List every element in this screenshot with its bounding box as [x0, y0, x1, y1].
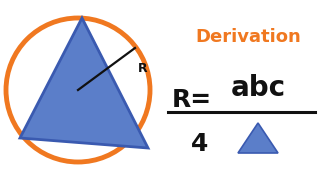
Text: 4: 4 — [191, 132, 209, 156]
Polygon shape — [20, 18, 148, 148]
Text: abc: abc — [230, 74, 285, 102]
Polygon shape — [238, 123, 278, 153]
Text: R=: R= — [172, 88, 212, 112]
Text: Derivation: Derivation — [195, 28, 301, 46]
Text: R: R — [138, 62, 148, 75]
